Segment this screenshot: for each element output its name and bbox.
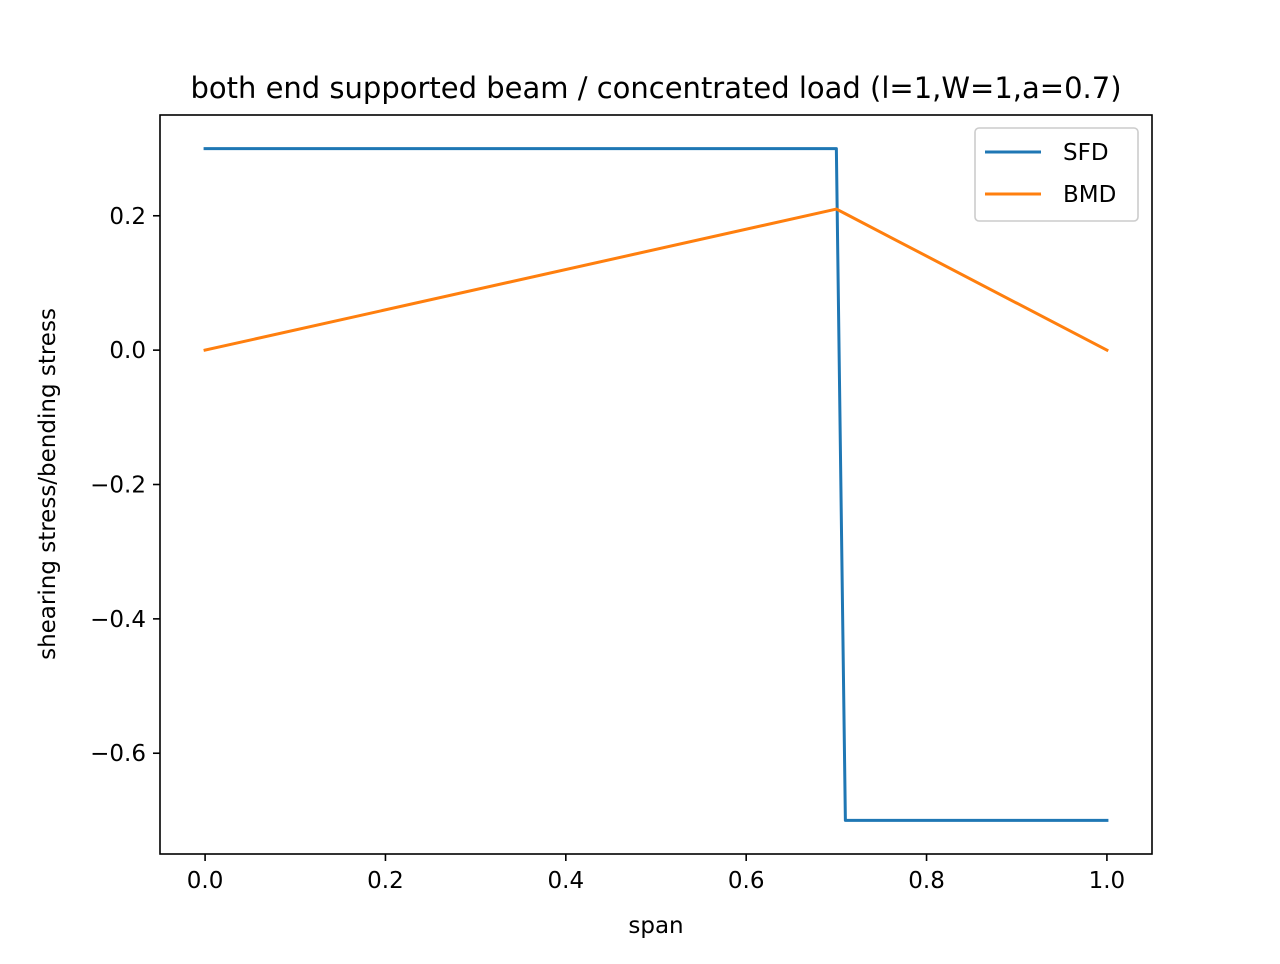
y-tick-label: 0.0 (109, 338, 146, 364)
x-tick-label: 0.4 (548, 868, 585, 894)
x-tick-label: 0.2 (367, 868, 404, 894)
x-tick-label: 0.0 (187, 868, 224, 894)
y-axis-label: shearing stress/bending stress (35, 308, 61, 660)
y-tick-label: −0.4 (90, 607, 146, 633)
x-tick-label: 0.8 (908, 868, 945, 894)
series-line-bmd (203, 207, 1109, 353)
y-tick-label: 0.2 (109, 204, 146, 230)
y-tick-label: −0.6 (90, 741, 146, 767)
y-tick-label: −0.2 (90, 473, 146, 499)
x-tick-label: 0.6 (728, 868, 765, 894)
chart-title: both end supported beam / concentrated l… (190, 71, 1121, 105)
series-line-sfd (203, 147, 1109, 822)
x-axis-label: span (628, 913, 683, 939)
axes-layer: 0.0 0.2 0.4 0.6 0.8 1.0 0.2 0.0 −0.2 −0.4 −0.6 (90, 114, 1153, 894)
x-tick-label: 1.0 (1089, 868, 1126, 894)
legend-label-sfd: SFD (1063, 140, 1109, 166)
series-layer (203, 147, 1109, 822)
legend-label-bmd: BMD (1063, 182, 1116, 208)
legend: SFD BMD (974, 127, 1139, 222)
